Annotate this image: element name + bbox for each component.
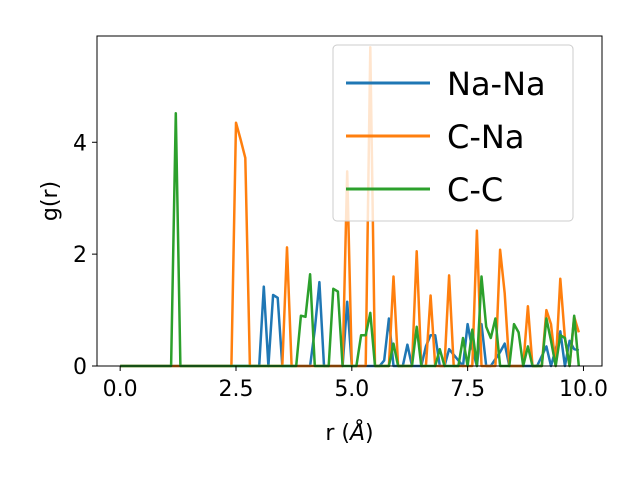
x-axis-label-unit: Å [348, 419, 365, 446]
y-tick-label: 2 [73, 243, 87, 268]
x-tick-label: 0.0 [103, 377, 138, 402]
legend-label-2: C-C [447, 171, 503, 209]
y-axis-ticks: 0 2 4 [73, 131, 97, 380]
x-axis-label-text: r ( [325, 421, 350, 446]
x-tick-label: 5.0 [334, 377, 369, 402]
plot-frame [96, 35, 603, 367]
x-axis-label-close: ) [365, 421, 374, 446]
legend: Na-Na C-Na C-C [332, 44, 574, 222]
x-axis-label: r (Å) [325, 419, 373, 446]
x-tick-label: 2.5 [218, 377, 253, 402]
legend-label-1: C-Na [447, 118, 524, 156]
x-tick-label: 10.0 [559, 377, 608, 402]
y-tick-label: 0 [73, 355, 87, 380]
y-axis-label: g(r) [38, 181, 63, 221]
y-tick-label: 4 [73, 131, 87, 156]
x-axis-ticks: 0.0 2.5 5.0 7.5 10.0 [103, 366, 608, 402]
x-tick-label: 7.5 [450, 377, 485, 402]
legend-label-0: Na-Na [447, 65, 546, 103]
legend-box [332, 44, 574, 222]
